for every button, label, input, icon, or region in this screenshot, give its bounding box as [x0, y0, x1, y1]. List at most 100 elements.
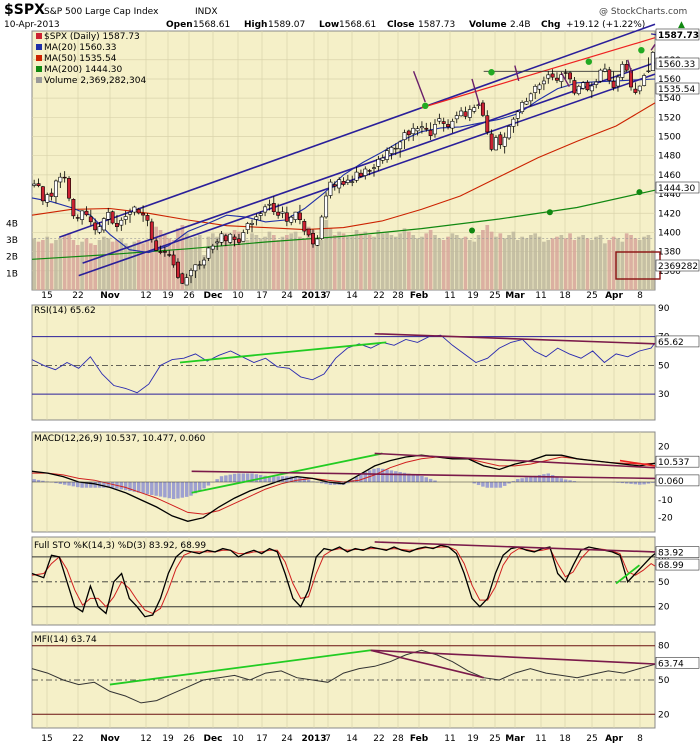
candle-body-47	[237, 239, 240, 243]
candle-body-14	[94, 223, 97, 230]
volume-bar-116	[538, 237, 542, 290]
candle-body-64	[311, 233, 314, 244]
candle-body-44	[224, 236, 227, 241]
candle-body-135	[621, 64, 624, 77]
mfi-current-label: 63.74	[658, 659, 684, 669]
macd-hist-bar-84	[398, 472, 401, 482]
candle-body-92	[433, 124, 436, 134]
volume-bar-105	[490, 232, 494, 290]
volume-bar-117	[542, 242, 546, 290]
ma200-marker-1	[547, 209, 553, 215]
candle-body-38	[198, 265, 201, 266]
price-tick-label-1520: 1520	[658, 113, 681, 123]
volume-bar-103	[481, 230, 485, 290]
x-axis-label-0-10: 2013	[301, 291, 326, 301]
volume-bar-6	[58, 238, 62, 290]
volume-bar-132	[607, 240, 611, 290]
macd-hist-bar-32	[172, 482, 175, 499]
volume-bar-130	[599, 235, 603, 290]
volume-bar-93	[438, 238, 442, 290]
volume-bar-8	[67, 233, 71, 290]
price-tick-label-1500: 1500	[658, 133, 681, 143]
panel1-tick-30: 30	[658, 390, 670, 400]
candle-body-33	[176, 262, 179, 277]
candle-body-16	[102, 219, 105, 230]
x-axis-label-0-1: 22	[72, 291, 83, 301]
volume-bar-122	[564, 238, 568, 290]
volume-bar-77	[368, 235, 372, 290]
panel3-tick-50: 50	[658, 578, 670, 588]
volume-bar-89	[420, 237, 424, 290]
volume-bar-121	[560, 235, 564, 290]
volume-bar-85	[403, 228, 407, 290]
candle-body-25	[141, 213, 144, 215]
x-axis-label-1-3: 12	[140, 734, 151, 744]
panel4-tick-20: 20	[658, 710, 670, 720]
macd-hist-bar-139	[638, 482, 641, 485]
candle-body-3	[46, 195, 49, 203]
volume-bar-108	[503, 238, 507, 290]
price-label-close: 1587.73	[658, 31, 699, 41]
x-axis-label-0-12: 14	[346, 291, 358, 301]
candle-body-104	[486, 116, 489, 132]
macd-hist-bar-39	[202, 482, 205, 488]
macd-hist-bar-108	[503, 482, 506, 486]
candle-body-41	[211, 246, 214, 249]
x-axis-label-1-17: 19	[467, 734, 479, 744]
macd-hist-bar-118	[547, 473, 550, 482]
macd-hist-bar-40	[207, 482, 210, 486]
volume-bar-102	[477, 235, 481, 290]
price-tick-label-1400: 1400	[658, 228, 681, 238]
macd-hist-bar-82	[390, 470, 393, 482]
candle-body-81	[385, 151, 388, 160]
volume-bar-20	[119, 238, 123, 290]
macd-hist-bar-8	[67, 482, 70, 486]
candle-body-123	[568, 73, 571, 79]
price-tick-label-1540: 1540	[658, 94, 681, 104]
macd-hist-bar-122	[564, 480, 567, 482]
macd-hist-bar-63	[307, 480, 310, 482]
volume-bar-23	[133, 242, 137, 290]
macd-hist-bar-106	[494, 482, 497, 488]
macd-hist-bar-140	[642, 482, 645, 484]
candle-body-19	[115, 223, 118, 226]
candle-body-32	[172, 255, 175, 265]
volume-bar-26	[146, 240, 150, 290]
candle-body-58	[285, 213, 288, 222]
volume-tick-label-4B: 4B	[6, 219, 18, 229]
volume-bar-137	[629, 235, 633, 290]
volume-bar-115	[533, 233, 537, 290]
candle-body-87	[412, 128, 415, 133]
x-axis-label-1-8: 17	[256, 734, 267, 744]
macd-hist-bar-35	[185, 482, 188, 497]
candle-body-77	[368, 170, 371, 171]
candle-body-15	[98, 227, 101, 233]
candle-body-142	[651, 52, 654, 70]
candle-body-34	[181, 274, 184, 284]
macd-hist-bar-47	[237, 473, 240, 482]
ohlc-summary: Open 1568.61 High 1589.07 Low 1568.61 Cl…	[166, 20, 685, 30]
legend-swatch-0	[36, 33, 42, 39]
macd-hist-bar-121	[560, 478, 563, 482]
candle-body-133	[612, 81, 615, 87]
candle-body-80	[381, 158, 384, 160]
macd-signal-label: 0.060	[658, 477, 684, 487]
candle-body-61	[298, 213, 301, 220]
candle-body-66	[320, 217, 323, 239]
legend-ma20: MA(20) 1560.33	[44, 43, 116, 53]
chg-value: +19.12 (+1.22%)	[566, 20, 645, 30]
candle-body-73	[351, 182, 354, 183]
macd-hist-bar-7	[63, 482, 66, 485]
exchange-code: INDX	[195, 7, 217, 17]
candle-body-13	[89, 217, 92, 222]
candle-body-11	[80, 211, 83, 220]
volume-bar-65	[316, 242, 320, 290]
macd-hist-bar-48	[242, 473, 245, 482]
volume-bar-124	[573, 240, 577, 290]
volume-bar-131	[603, 243, 607, 290]
volume-bar-95	[446, 237, 450, 290]
volume-bar-133	[612, 237, 616, 290]
candle-body-28	[155, 241, 158, 251]
candle-body-54	[268, 204, 271, 205]
